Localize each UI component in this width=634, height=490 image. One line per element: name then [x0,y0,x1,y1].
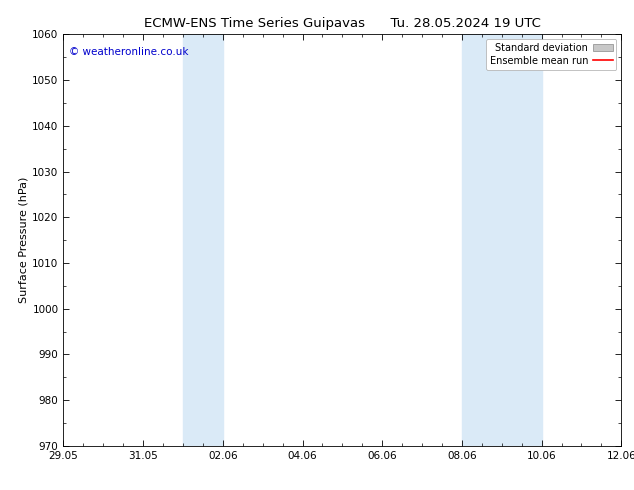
Title: ECMW-ENS Time Series Guipavas      Tu. 28.05.2024 19 UTC: ECMW-ENS Time Series Guipavas Tu. 28.05.… [144,17,541,30]
Bar [183,34,223,446]
Bar [462,34,541,446]
Text: © weatheronline.co.uk: © weatheronline.co.uk [69,47,188,57]
Legend: Standard deviation, Ensemble mean run: Standard deviation, Ensemble mean run [486,39,616,70]
Y-axis label: Surface Pressure (hPa): Surface Pressure (hPa) [18,177,28,303]
